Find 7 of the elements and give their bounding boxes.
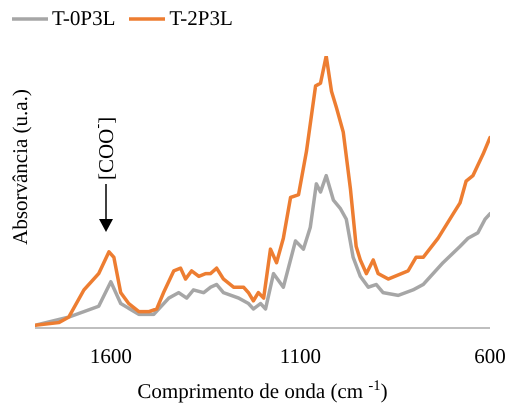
legend-label: T-2P3L xyxy=(169,6,233,31)
y-axis-title: Absorvância (u.a.) xyxy=(8,89,32,245)
x-axis-title: Comprimento de onda (cm $^{-1}$) xyxy=(137,378,388,403)
x-tick-label: 600 xyxy=(474,344,506,368)
legend-label: T-0P3L xyxy=(52,6,116,31)
x-tick-label: 1600 xyxy=(90,344,132,368)
x-tick-label: 1100 xyxy=(280,344,322,368)
